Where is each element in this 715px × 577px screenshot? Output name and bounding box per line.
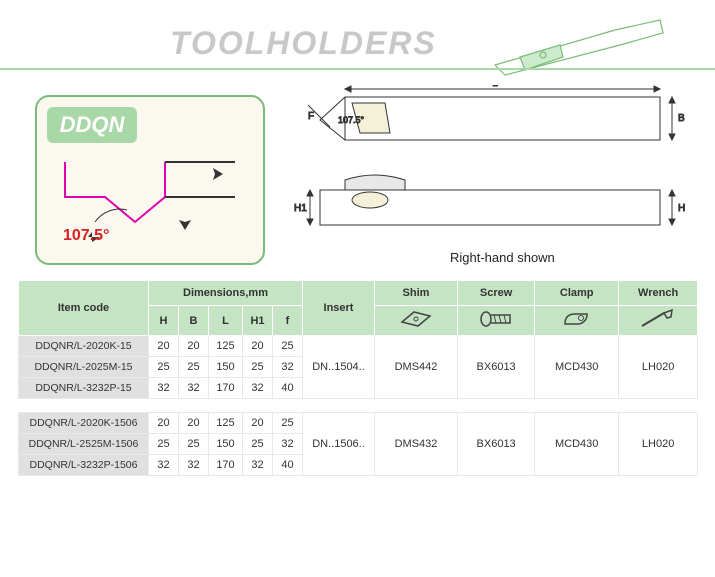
cell-H: 25 bbox=[149, 434, 179, 455]
header-tool-sketch-icon bbox=[465, 15, 665, 80]
svg-text:H: H bbox=[678, 203, 685, 214]
spec-table-body: DDQNR/L-2020K-1520201252025DN..1504..DMS… bbox=[19, 336, 698, 476]
page-title: TOOLHOLDERS bbox=[170, 25, 437, 62]
cell-item: DDQNR/L-2020K-15 bbox=[19, 336, 149, 357]
cell-B: 25 bbox=[179, 434, 209, 455]
svg-text:107.5°: 107.5° bbox=[338, 115, 365, 125]
table-row: DDQNR/L-2020K-1520201252025DN..1504..DMS… bbox=[19, 336, 698, 357]
svg-text:L: L bbox=[492, 85, 498, 89]
cell-L: 125 bbox=[209, 413, 243, 434]
th-item: Item code bbox=[19, 281, 149, 336]
cell-H: 20 bbox=[149, 336, 179, 357]
cell-H1: 20 bbox=[243, 336, 273, 357]
th-screw-icon bbox=[458, 306, 535, 336]
th-wrench: Wrench bbox=[619, 281, 698, 306]
drawing-caption: Right-hand shown bbox=[450, 250, 555, 265]
shim-icon bbox=[396, 308, 436, 330]
cell-item: DDQNR/L-2525M-1506 bbox=[19, 434, 149, 455]
cell-H1: 20 bbox=[243, 413, 273, 434]
svg-text:H1: H1 bbox=[294, 203, 307, 214]
cell-wrench: LH020 bbox=[619, 413, 698, 476]
table-spacer bbox=[19, 399, 698, 413]
cell-B: 20 bbox=[179, 336, 209, 357]
ddqn-angle-text: 107.5° bbox=[63, 227, 109, 244]
cell-H1: 25 bbox=[243, 434, 273, 455]
cell-H: 32 bbox=[149, 378, 179, 399]
cell-clamp: MCD430 bbox=[535, 336, 619, 399]
cell-f: 40 bbox=[273, 455, 303, 476]
cell-L: 150 bbox=[209, 357, 243, 378]
ddqn-panel: DDQN 107.5° bbox=[35, 95, 265, 265]
th-dims: Dimensions,mm bbox=[149, 281, 303, 306]
th-B: B bbox=[179, 306, 209, 336]
th-screw: Screw bbox=[458, 281, 535, 306]
page-header: TOOLHOLDERS bbox=[0, 20, 715, 70]
svg-text:B: B bbox=[678, 113, 685, 124]
cell-f: 32 bbox=[273, 357, 303, 378]
cell-shim: DMS432 bbox=[375, 413, 458, 476]
technical-drawing: 107.5° L F B H1 H bbox=[290, 85, 690, 250]
cell-shim: DMS442 bbox=[375, 336, 458, 399]
th-clamp: Clamp bbox=[535, 281, 619, 306]
cell-L: 125 bbox=[209, 336, 243, 357]
th-insert: Insert bbox=[303, 281, 375, 336]
screw-icon bbox=[476, 308, 516, 330]
wrench-icon bbox=[638, 308, 678, 330]
spec-table-wrap: Item code Dimensions,mm Insert Shim Scre… bbox=[18, 280, 698, 476]
th-shim-icon bbox=[375, 306, 458, 336]
cell-L: 170 bbox=[209, 455, 243, 476]
cell-item: DDQNR/L-3232P-15 bbox=[19, 378, 149, 399]
cell-B: 32 bbox=[179, 455, 209, 476]
cell-f: 25 bbox=[273, 413, 303, 434]
th-f: f bbox=[273, 306, 303, 336]
cell-item: DDQNR/L-2025M-15 bbox=[19, 357, 149, 378]
cell-insert: DN..1504.. bbox=[303, 336, 375, 399]
th-H1: H1 bbox=[243, 306, 273, 336]
cell-clamp: MCD430 bbox=[535, 413, 619, 476]
cell-H1: 25 bbox=[243, 357, 273, 378]
th-L: L bbox=[209, 306, 243, 336]
cell-H: 20 bbox=[149, 413, 179, 434]
cell-H: 32 bbox=[149, 455, 179, 476]
cell-B: 32 bbox=[179, 378, 209, 399]
svg-text:F: F bbox=[308, 111, 314, 122]
th-shim: Shim bbox=[375, 281, 458, 306]
cell-wrench: LH020 bbox=[619, 336, 698, 399]
cell-insert: DN..1506.. bbox=[303, 413, 375, 476]
cell-L: 170 bbox=[209, 378, 243, 399]
cell-H1: 32 bbox=[243, 455, 273, 476]
header-divider bbox=[0, 68, 715, 70]
clamp-icon bbox=[557, 308, 597, 330]
cell-H: 25 bbox=[149, 357, 179, 378]
spec-table: Item code Dimensions,mm Insert Shim Scre… bbox=[18, 280, 698, 476]
th-clamp-icon bbox=[535, 306, 619, 336]
cell-B: 25 bbox=[179, 357, 209, 378]
cell-screw: BX6013 bbox=[458, 413, 535, 476]
cell-f: 32 bbox=[273, 434, 303, 455]
cell-f: 40 bbox=[273, 378, 303, 399]
cell-item: DDQNR/L-3232P-1506 bbox=[19, 455, 149, 476]
cell-H1: 32 bbox=[243, 378, 273, 399]
ddqn-code-tab: DDQN bbox=[47, 107, 137, 143]
th-wrench-icon bbox=[619, 306, 698, 336]
cell-f: 25 bbox=[273, 336, 303, 357]
cell-B: 20 bbox=[179, 413, 209, 434]
cell-item: DDQNR/L-2020K-1506 bbox=[19, 413, 149, 434]
th-H: H bbox=[149, 306, 179, 336]
cell-screw: BX6013 bbox=[458, 336, 535, 399]
ddqn-diagram-icon: 107.5° bbox=[55, 152, 250, 252]
table-row: DDQNR/L-2020K-150620201252025DN..1506..D… bbox=[19, 413, 698, 434]
cell-L: 150 bbox=[209, 434, 243, 455]
